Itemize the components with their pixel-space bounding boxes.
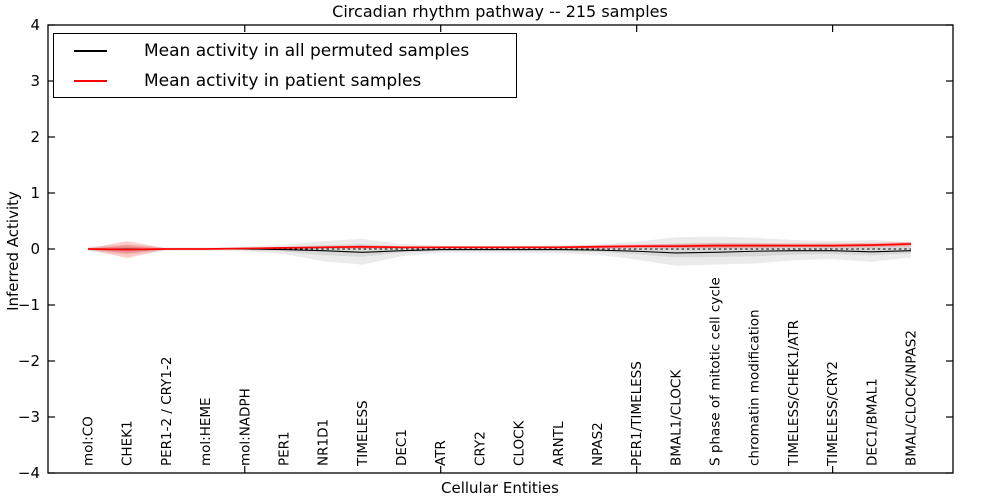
- y-tick-label: 4: [30, 16, 40, 34]
- x-category-label: PER1: [276, 431, 292, 466]
- x-category-label: TIMELESS/CHEK1/ATR: [786, 320, 802, 467]
- x-category-label: CLOCK: [512, 419, 528, 466]
- y-tick-label: 3: [30, 72, 40, 90]
- y-tick-label: 0: [30, 240, 40, 258]
- permuted-band-outer: [88, 236, 911, 266]
- y-axis-label: Inferred Activity: [4, 191, 22, 311]
- y-tick-label: −3: [18, 408, 40, 426]
- legend-line-swatch-patient: [74, 79, 107, 82]
- y-tick-label: 2: [30, 128, 40, 146]
- x-category-label: NPAS2: [590, 422, 606, 466]
- y-tick-label: −2: [18, 352, 40, 370]
- x-category-label: chromatin modification: [747, 309, 763, 466]
- x-category-label: mol:NADPH: [237, 388, 253, 466]
- x-category-label: TIMELESS: [355, 400, 371, 467]
- y-tick-label: −1: [18, 296, 40, 314]
- x-category-label: DEC1/BMAL1: [864, 378, 880, 466]
- x-category-label: ARNTL: [551, 421, 567, 466]
- y-tick-label: −4: [18, 464, 40, 482]
- legend: Mean activity in all permuted samples Me…: [53, 33, 517, 98]
- legend-item: Mean activity in all permuted samples: [54, 37, 516, 64]
- legend-item-label: Mean activity in patient samples: [144, 70, 422, 91]
- x-category-label: CRY2: [472, 431, 488, 466]
- chart-title: Circadian rhythm pathway -- 215 samples: [332, 2, 668, 21]
- x-category-label: DEC1: [394, 429, 410, 466]
- x-category-label: BMAL1/CLOCK: [668, 369, 684, 466]
- legend-item: Mean activity in patient samples: [54, 67, 516, 94]
- x-category-label: mol:HEME: [198, 397, 214, 466]
- x-category-label: ATR: [433, 440, 449, 466]
- x-axis-label: Cellular Entities: [441, 479, 559, 497]
- x-category-label: BMAL/CLOCK/NPAS2: [903, 330, 919, 466]
- legend-line-swatch-permuted: [74, 49, 107, 52]
- x-category-label: NR1D1: [316, 419, 332, 466]
- x-category-label: mol:CO: [81, 416, 97, 466]
- x-category-label: PER1/TIMELESS: [629, 361, 645, 466]
- patient-mean-line: [87, 243, 912, 251]
- x-category-label: TIMELESS/CRY2: [825, 361, 841, 467]
- x-category-label: S phase of mitotic cell cycle: [708, 277, 724, 466]
- x-category-label: PER1-2 / CRY1-2: [159, 357, 175, 466]
- legend-item-label: Mean activity in all permuted samples: [144, 40, 470, 61]
- x-category-label: CHEK1: [120, 420, 136, 466]
- y-tick-label: 1: [30, 184, 40, 202]
